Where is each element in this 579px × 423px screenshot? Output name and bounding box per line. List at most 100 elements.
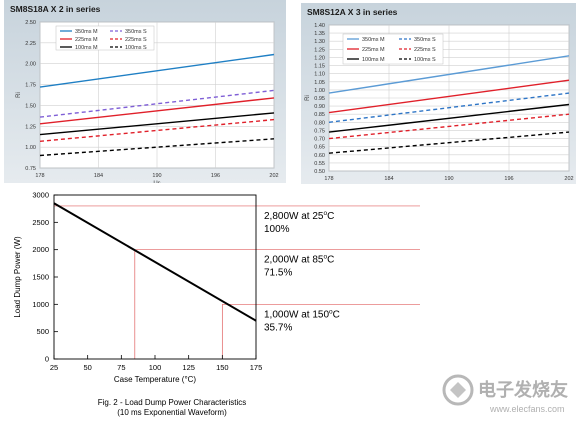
y-tick-label: 1.00 [314,88,325,94]
x-tick-label: 190 [152,173,161,179]
y-tick-label: 1.40 [314,23,325,29]
legend-label: 225ms M [75,37,98,43]
y-tick-label: 500 [36,327,49,336]
legend-box [55,25,155,51]
series-line-225ms-m [328,79,570,114]
legend-label: 225ms S [125,37,147,43]
y-tick-label: 1500 [32,273,49,282]
y-axis-label: Ri [305,95,311,101]
y-tick-label: 0 [45,355,49,364]
annotation-text: 2,000W at 85 [264,255,324,266]
annotation-superscript: o [323,254,327,261]
series-line-100ms-m [39,112,275,136]
x-tick-label: 184 [384,176,393,182]
x-tick-label: 125 [182,363,195,372]
y-tick-label: 1.00 [25,145,36,151]
annotation-superscript: o [323,210,327,217]
y-tick-label: 0.65 [314,145,325,151]
annotation-line2: 71.5% [264,268,292,279]
y-tick-label: 1.35 [314,31,325,37]
y-tick-label: 1.20 [314,55,325,61]
x-tick-label: 100 [149,363,162,372]
annotation-text: 2,800W at 25 [264,211,324,222]
annotation-text: 1,000W at 150 [264,309,329,320]
chart-title: SM8S12A X 3 in series [307,7,398,17]
x-tick-label: 178 [35,173,44,179]
y-tick-label: 1.15 [314,64,325,70]
x-tick-label: 178 [324,176,333,182]
annotation-line1: 2,800W at 25oC [264,210,334,222]
annotation-line2: 100% [264,224,290,235]
x-tick-label: 75 [117,363,125,372]
y-tick-label: 2.25 [25,41,36,47]
x-tick-label: 150 [216,363,229,372]
x-tick-label: 202 [564,176,573,182]
y-tick-label: 2500 [32,218,49,227]
series-line-225ms-m [39,97,275,125]
y-tick-label: 2000 [32,245,49,254]
y-tick-label: 0.95 [314,96,325,102]
y-tick-label: 0.80 [314,120,325,126]
y-tick-label: 1.50 [25,103,36,109]
y-tick-label: 1.25 [25,124,36,130]
series-line-350ms-s [39,89,275,118]
plot-frame [53,194,257,360]
x-axis-label: Us [153,181,160,183]
y-tick-label: 1.10 [314,72,325,78]
watermark-brand: 电子发烧友 [478,379,568,401]
y-tick-label: 1.25 [314,47,325,53]
watermark-url: www.elecfans.com [489,404,565,414]
chart-sm8s18a-svg: 178 184 190 196 202 0.75 1.00 1.25 1.50 1.75 2.00 2… [4,0,286,183]
y-tick-label: 2.00 [25,62,36,68]
series-line-225ms-s [328,113,570,140]
legend-label: 225ms M [362,47,385,53]
watermark-logo-icon [442,374,474,406]
y-tick-label: 0.70 [314,137,325,143]
series-line-350ms-s [328,92,570,123]
x-tick-label: 190 [444,176,453,182]
x-tick-label: 196 [211,173,220,179]
x-axis-label: Case Temperature (°C) [114,375,197,384]
y-axis-label: Load Dump Power (W) [13,236,22,318]
annotation-line1: 1,000W at 150oC [264,308,340,320]
x-tick-label: 175 [250,363,263,372]
x-tick-label: 184 [94,173,103,179]
y-tick-label: 3000 [32,191,49,200]
x-tick-label: 202 [269,173,278,179]
y-tick-label: 0.60 [314,153,325,159]
legend-label: 100ms M [75,45,98,51]
annotation-unit: C [327,255,334,266]
series-line-100ms-s [328,131,570,154]
legend-label: 350ms M [75,29,98,35]
legend-label: 100ms M [362,57,385,63]
legend-label: 100ms S [125,45,147,51]
series-line-350ms-m [39,53,275,88]
y-tick-label: 0.50 [314,169,325,175]
annotation-superscript: o [329,308,333,315]
legend-label: 350ms M [362,37,385,43]
y-tick-label: 1.30 [314,39,325,45]
series-line-100ms-m [328,103,570,133]
x-tick-label: 25 [50,363,58,372]
chart-sm8s12a-svg: 178 184 190 196 202 0.50 0.55 0.60 0.65 0.70 0.75 0… [301,3,576,184]
watermark-svg: 电子发烧友 www.elecfans.com [442,374,568,414]
y-tick-label: 0.75 [314,128,325,134]
y-tick-label: 2.50 [25,20,36,26]
chart-load-dump-svg: 25 50 75 100 125 150 175 0 500 1000 1500 2000 2500 30… [13,191,420,417]
y-tick-label: 0.85 [314,112,325,118]
figure-caption-line1: Fig. 2 - Load Dump Power Characteristics [98,398,247,407]
legend-label: 350ms S [414,37,436,43]
annotation-unit: C [327,211,334,222]
y-tick-label: 0.90 [314,104,325,110]
legend-label: 100ms S [414,57,436,63]
y-tick-label: 1.05 [314,80,325,86]
series-line-350ms-m [328,55,570,94]
chart-load-dump: 25 50 75 100 125 150 175 0 500 1000 1500 2000 2500 30… [0,188,420,420]
annotation-line2: 35.7% [264,322,292,333]
chart-title: SM8S18A X 2 in series [10,4,101,14]
derating-line [53,202,257,322]
y-tick-label: 0.75 [25,166,36,172]
x-tick-label: 50 [83,363,91,372]
chart-sm8s18a: 178 184 190 196 202 0.75 1.00 1.25 1.50 1.75 2.00 2… [4,0,286,183]
y-tick-label: 1000 [32,300,49,309]
